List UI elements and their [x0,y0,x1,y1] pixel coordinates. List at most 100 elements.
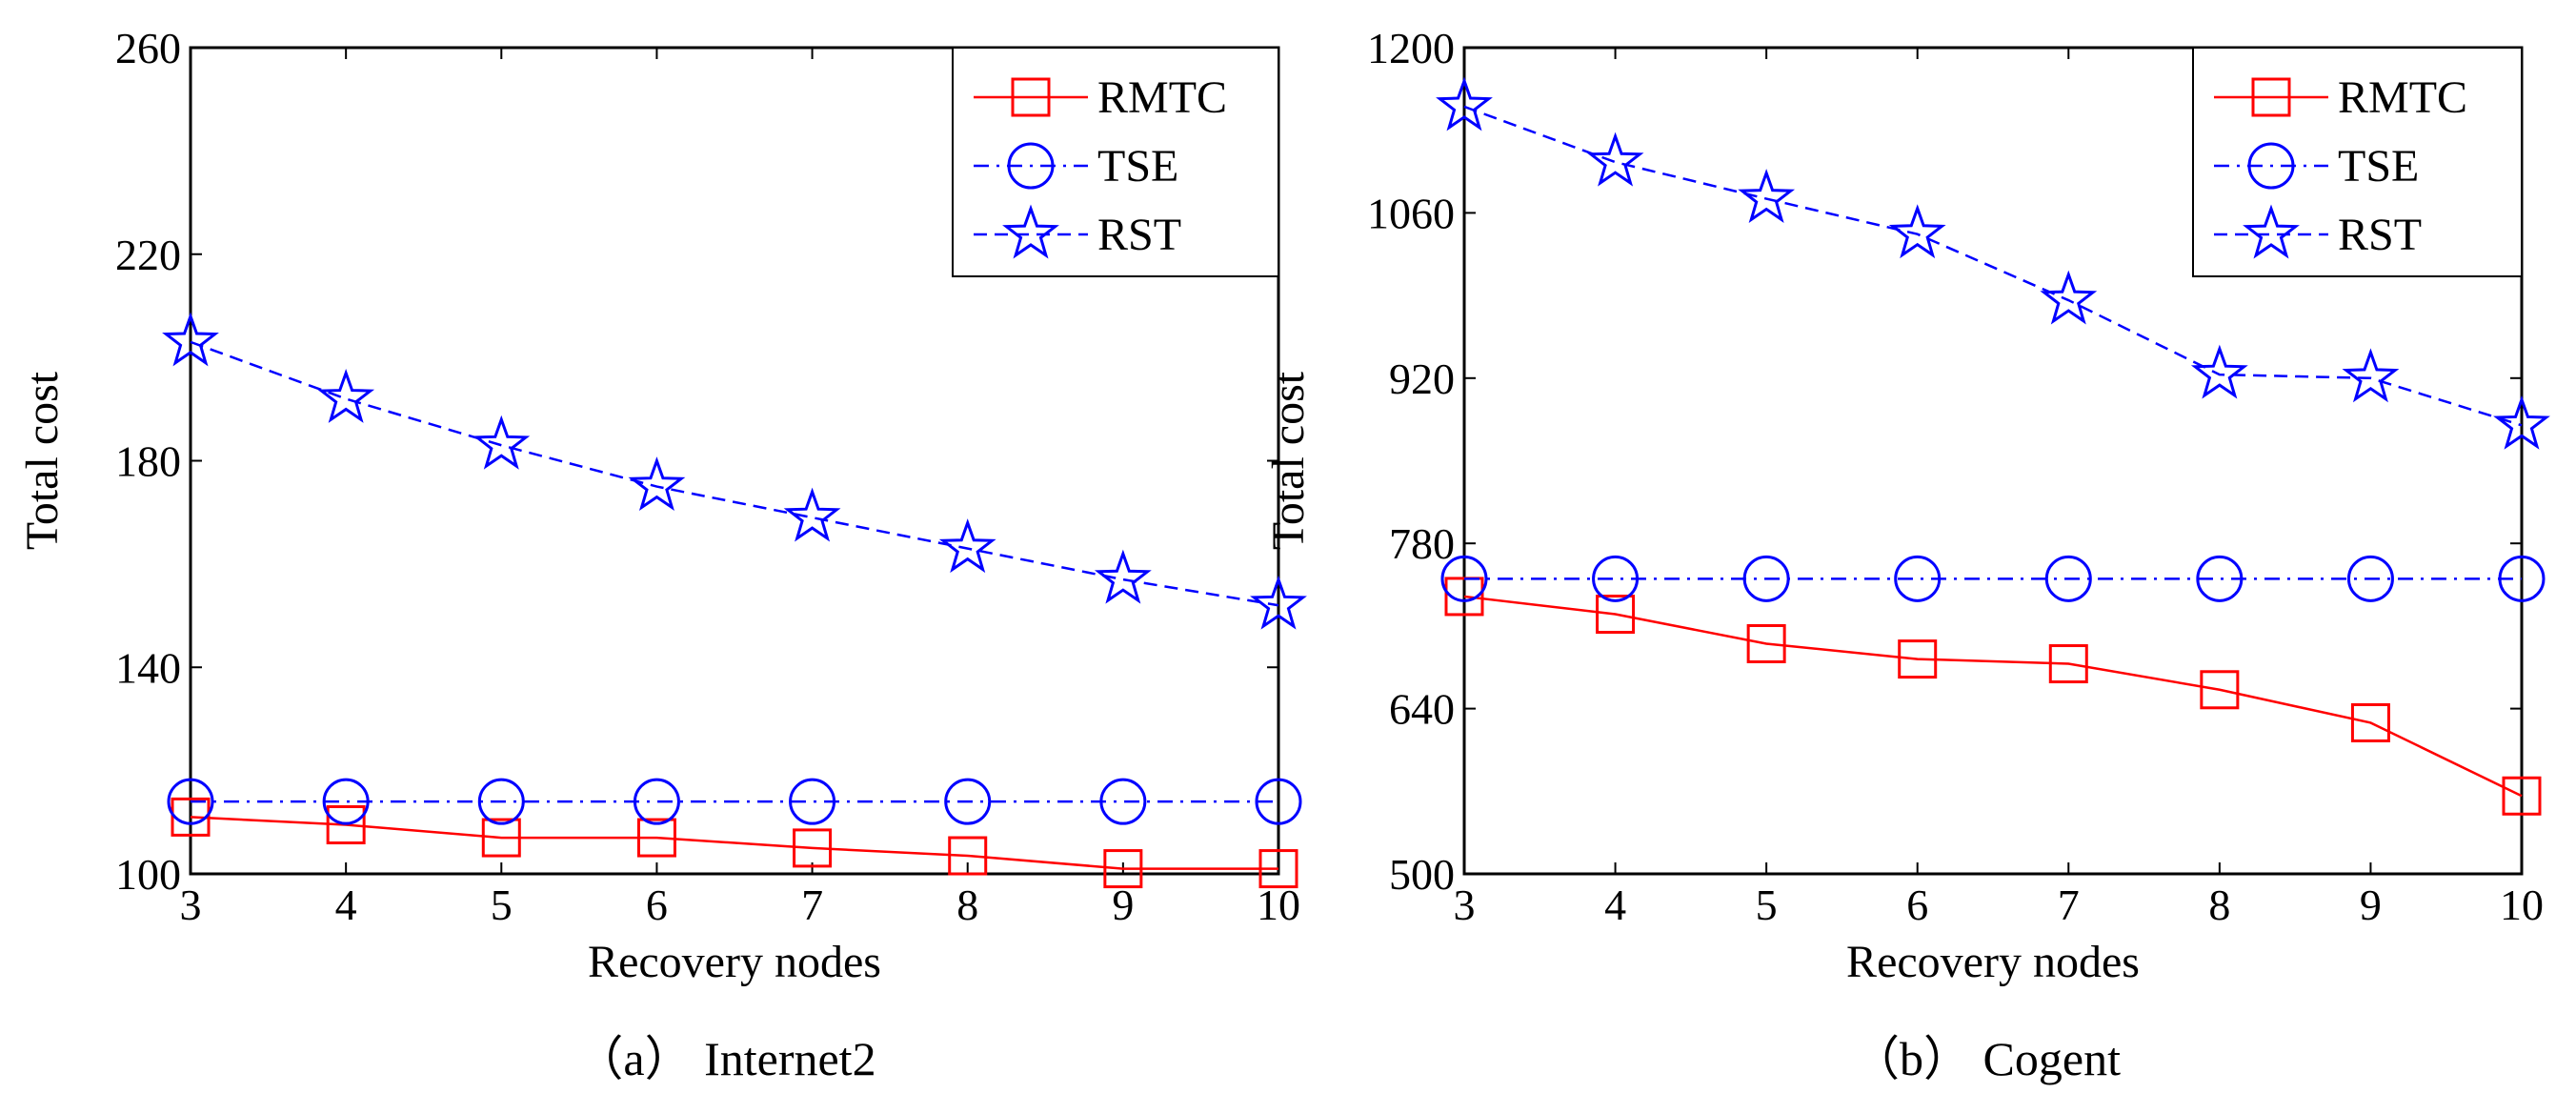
x-tick-label: 8 [956,881,978,929]
data-point-rmtc [1596,595,1636,635]
data-point-rst [783,487,841,542]
x-axis-title: Recovery nodes [1846,937,2140,987]
data-point-tse [789,778,836,825]
data-point-rmtc [2200,670,2240,710]
legend-label-rmtc: RMTC [1097,72,1227,123]
x-tick-label: 4 [335,881,357,929]
x-tick-label: 6 [1906,881,1928,929]
x-tick-label: 8 [2208,881,2230,929]
data-point-rst [1436,76,1493,132]
legend-label-rmtc: RMTC [2338,72,2467,123]
y-tick-label: 500 [1389,850,1455,899]
series-line-rmtc [190,816,1278,870]
series-rst [162,312,1307,630]
data-point-rst [938,518,996,574]
data-point-rst [1250,575,1307,630]
y-tick-label: 640 [1389,685,1455,734]
legend-marker-rmtc [1011,77,1051,117]
chart-caption: （b） Cogent [1852,1032,2121,1085]
data-point-rst [2190,344,2248,399]
data-point-tse [944,778,992,825]
data-point-tse [1440,555,1488,602]
legend-marker-rst [2243,204,2300,259]
data-point-rst [1888,204,1946,259]
x-tick-label: 10 [1257,881,1300,929]
data-point-tse [2196,555,2244,602]
data-point-rmtc [2502,776,2542,816]
legend-label-rst: RST [1097,210,1181,260]
x-tick-label: 3 [180,881,202,929]
y-tick-label: 260 [115,24,181,72]
y-tick-label: 220 [115,231,181,279]
series-line-rmtc [1463,595,2523,798]
legend: RMTC TSE RST [952,47,1279,277]
x-tick-label: 7 [801,881,823,929]
chart-internet2: 100 140 180 220 260 3 4 5 6 7 8 9 10 Recovery nodes To… [17,24,1307,1085]
data-point-rmtc [2048,644,2088,684]
legend-marker-rmtc [2251,77,2291,117]
y-tick-label: 1060 [1367,189,1455,237]
data-point-rmtc [2350,702,2390,742]
legend-marker-rst [1002,204,1059,259]
data-point-rst [1738,169,1796,223]
x-tick-label: 3 [1454,881,1476,929]
data-point-rst [2040,270,2098,325]
legend-label-tse: TSE [2338,141,2419,192]
series-line-rst [190,340,1279,607]
data-point-tse [1592,555,1640,602]
data-point-tse [1742,555,1790,602]
data-point-tse [2346,555,2394,602]
data-point-tse [2044,555,2092,602]
x-axis-title: Recovery nodes [588,937,881,987]
legend-marker-tse [2247,142,2295,190]
x-tick-label: 6 [646,881,668,929]
data-point-rst [2493,395,2550,450]
data-point-tse [322,778,370,825]
y-tick-label: 180 [115,437,181,486]
legend-label-tse: TSE [1097,141,1178,192]
data-point-rmtc [793,828,833,868]
data-point-rmtc [1258,849,1298,889]
data-point-rmtc [481,818,521,858]
data-point-rst [317,369,375,423]
series-tse [167,778,1302,825]
data-point-rst [2342,348,2400,403]
data-point-tse [167,778,214,825]
y-tick-label: 920 [1389,354,1455,403]
data-point-rst [628,456,686,512]
data-point-tse [633,778,680,825]
y-tick-label: 100 [115,850,181,899]
data-point-rmtc [948,836,988,876]
data-point-tse [2498,555,2546,602]
data-point-tse [477,778,525,825]
series-rmtc [171,797,1298,889]
legend-box [2192,47,2523,277]
data-point-tse [1894,555,1942,602]
data-point-rmtc [636,818,676,858]
x-tick-label: 4 [1604,881,1626,929]
data-point-rst [1586,132,1644,187]
chart-caption: （a） Internet2 [575,1032,875,1085]
data-point-rmtc [326,805,366,845]
legend: RMTC TSE RST [2192,47,2523,277]
data-point-rst [162,312,219,367]
x-tick-label: 5 [1756,881,1778,929]
y-axis-title: Total cost [1263,371,1314,550]
data-point-tse [1255,778,1302,825]
y-tick-label: 1200 [1367,24,1455,72]
y-tick-label: 780 [1389,519,1455,568]
legend-label-rst: RST [2338,210,2422,260]
y-axis-title: Total cost [17,371,68,550]
data-point-rst [1094,549,1152,604]
data-point-rmtc [1898,639,1938,679]
legend-marker-tse [1007,142,1055,190]
data-point-tse [1099,778,1147,825]
chart-cogent: 500 640 780 920 1060 1200 3 4 5 6 7 8 9 10 Recovery no… [1263,24,2550,1085]
data-point-rmtc [1746,623,1786,663]
x-tick-label: 10 [2500,881,2544,929]
y-tick-label: 140 [115,643,181,692]
series-tse [1440,555,2546,602]
data-point-rmtc [1103,849,1143,889]
x-tick-label: 9 [1112,881,1134,929]
